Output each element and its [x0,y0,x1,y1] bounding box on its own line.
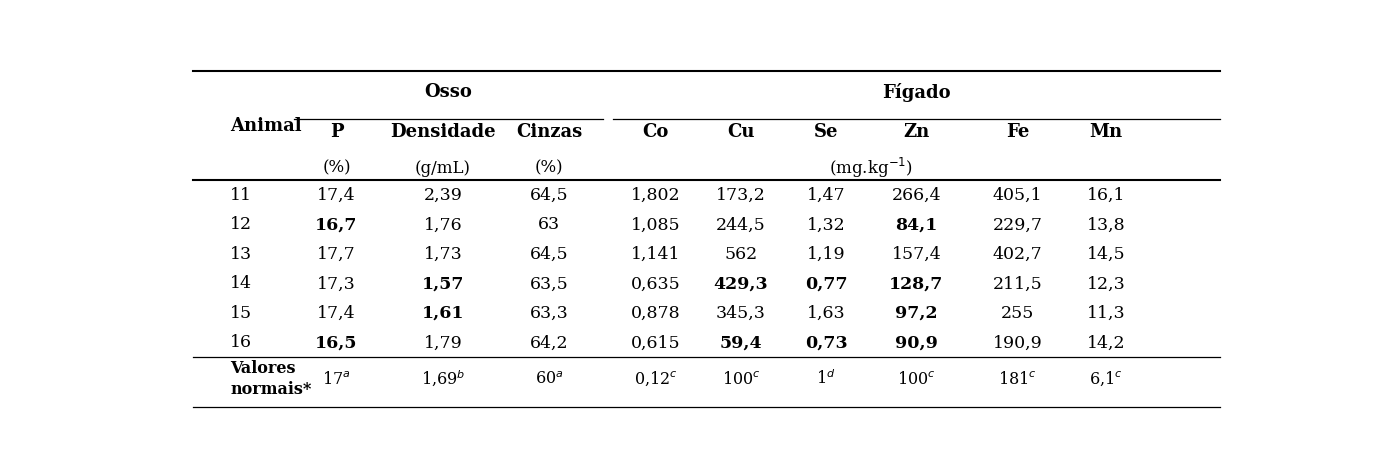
Text: 0,73: 0,73 [805,334,847,350]
Text: 63: 63 [538,216,560,233]
Text: 15: 15 [231,304,253,321]
Text: 16,7: 16,7 [316,216,358,233]
Text: 255: 255 [1001,304,1034,321]
Text: 1$^{d}$: 1$^{d}$ [817,369,836,388]
Text: 17$^{a}$: 17$^{a}$ [323,370,351,387]
Text: 16: 16 [231,334,253,350]
Text: 11: 11 [231,187,253,204]
Text: 229,7: 229,7 [993,216,1042,233]
Text: 64,2: 64,2 [530,334,568,350]
Text: Cu: Cu [728,123,755,141]
Text: 100$^{c}$: 100$^{c}$ [722,370,761,387]
Text: Densidade: Densidade [390,123,496,141]
Text: 17,3: 17,3 [317,275,356,292]
Text: 1,802: 1,802 [632,187,681,204]
Text: 100$^{c}$: 100$^{c}$ [897,370,936,387]
Text: 1,32: 1,32 [807,216,846,233]
Text: Mn: Mn [1089,123,1123,141]
Text: 13,8: 13,8 [1086,216,1126,233]
Text: 429,3: 429,3 [714,275,769,292]
Text: 60$^{a}$: 60$^{a}$ [535,370,564,387]
Text: 562: 562 [725,245,758,263]
Text: 12,3: 12,3 [1086,275,1126,292]
Text: 1,79: 1,79 [424,334,463,350]
Text: 84,1: 84,1 [895,216,938,233]
Text: 128,7: 128,7 [890,275,943,292]
Text: (g/mL): (g/mL) [415,159,471,176]
Text: Osso: Osso [424,83,472,101]
Text: 2,39: 2,39 [423,187,463,204]
Text: 16,1: 16,1 [1086,187,1124,204]
Text: 402,7: 402,7 [993,245,1042,263]
Text: (%): (%) [535,159,564,176]
Text: 64,5: 64,5 [530,245,568,263]
Text: 6,1$^{c}$: 6,1$^{c}$ [1089,369,1123,388]
Text: (mg.kg$^{-1}$): (mg.kg$^{-1}$) [829,156,913,180]
Text: 64,5: 64,5 [530,187,568,204]
Text: 405,1: 405,1 [993,187,1042,204]
Text: 0,878: 0,878 [632,304,681,321]
Text: 1,19: 1,19 [807,245,846,263]
Text: P: P [330,123,343,141]
Text: 1,61: 1,61 [422,304,464,321]
Text: 1,47: 1,47 [807,187,846,204]
Text: 0,77: 0,77 [805,275,847,292]
Text: 14,2: 14,2 [1086,334,1126,350]
Text: 17,7: 17,7 [317,245,356,263]
Text: 63,3: 63,3 [530,304,568,321]
Text: 266,4: 266,4 [891,187,942,204]
Text: 11,3: 11,3 [1086,304,1126,321]
Text: Co: Co [643,123,669,141]
Text: 59,4: 59,4 [719,334,762,350]
Text: 16,5: 16,5 [316,334,358,350]
Text: 17,4: 17,4 [317,187,356,204]
Text: 1,57: 1,57 [422,275,464,292]
Text: 14: 14 [231,275,253,292]
Text: Fígado: Fígado [883,82,950,101]
Text: 1,76: 1,76 [424,216,463,233]
Text: Se: Se [814,123,839,141]
Text: 90,9: 90,9 [895,334,938,350]
Text: 0,635: 0,635 [632,275,681,292]
Text: 14,5: 14,5 [1086,245,1126,263]
Text: (%): (%) [323,159,351,176]
Text: 1,69$^{b}$: 1,69$^{b}$ [420,368,465,388]
Text: 211,5: 211,5 [993,275,1042,292]
Text: Valores
normais*: Valores normais* [231,359,312,397]
Text: 190,9: 190,9 [993,334,1042,350]
Text: 17,4: 17,4 [317,304,356,321]
Text: 13: 13 [231,245,253,263]
Text: 173,2: 173,2 [715,187,766,204]
Text: 1,63: 1,63 [807,304,846,321]
Text: 1,141: 1,141 [632,245,681,263]
Text: 63,5: 63,5 [530,275,568,292]
Text: 97,2: 97,2 [895,304,938,321]
Text: 12: 12 [231,216,253,233]
Text: 345,3: 345,3 [715,304,766,321]
Text: Zn: Zn [903,123,930,141]
Text: 0,12$^{c}$: 0,12$^{c}$ [634,369,678,388]
Text: Cinzas: Cinzas [516,123,582,141]
Text: 1,085: 1,085 [632,216,681,233]
Text: 181$^{c}$: 181$^{c}$ [998,370,1037,387]
Text: 1,73: 1,73 [424,245,463,263]
Text: Fe: Fe [1006,123,1030,141]
Text: 157,4: 157,4 [891,245,942,263]
Text: 244,5: 244,5 [717,216,766,233]
Text: Animal: Animal [231,117,302,135]
Text: 0,615: 0,615 [632,334,681,350]
